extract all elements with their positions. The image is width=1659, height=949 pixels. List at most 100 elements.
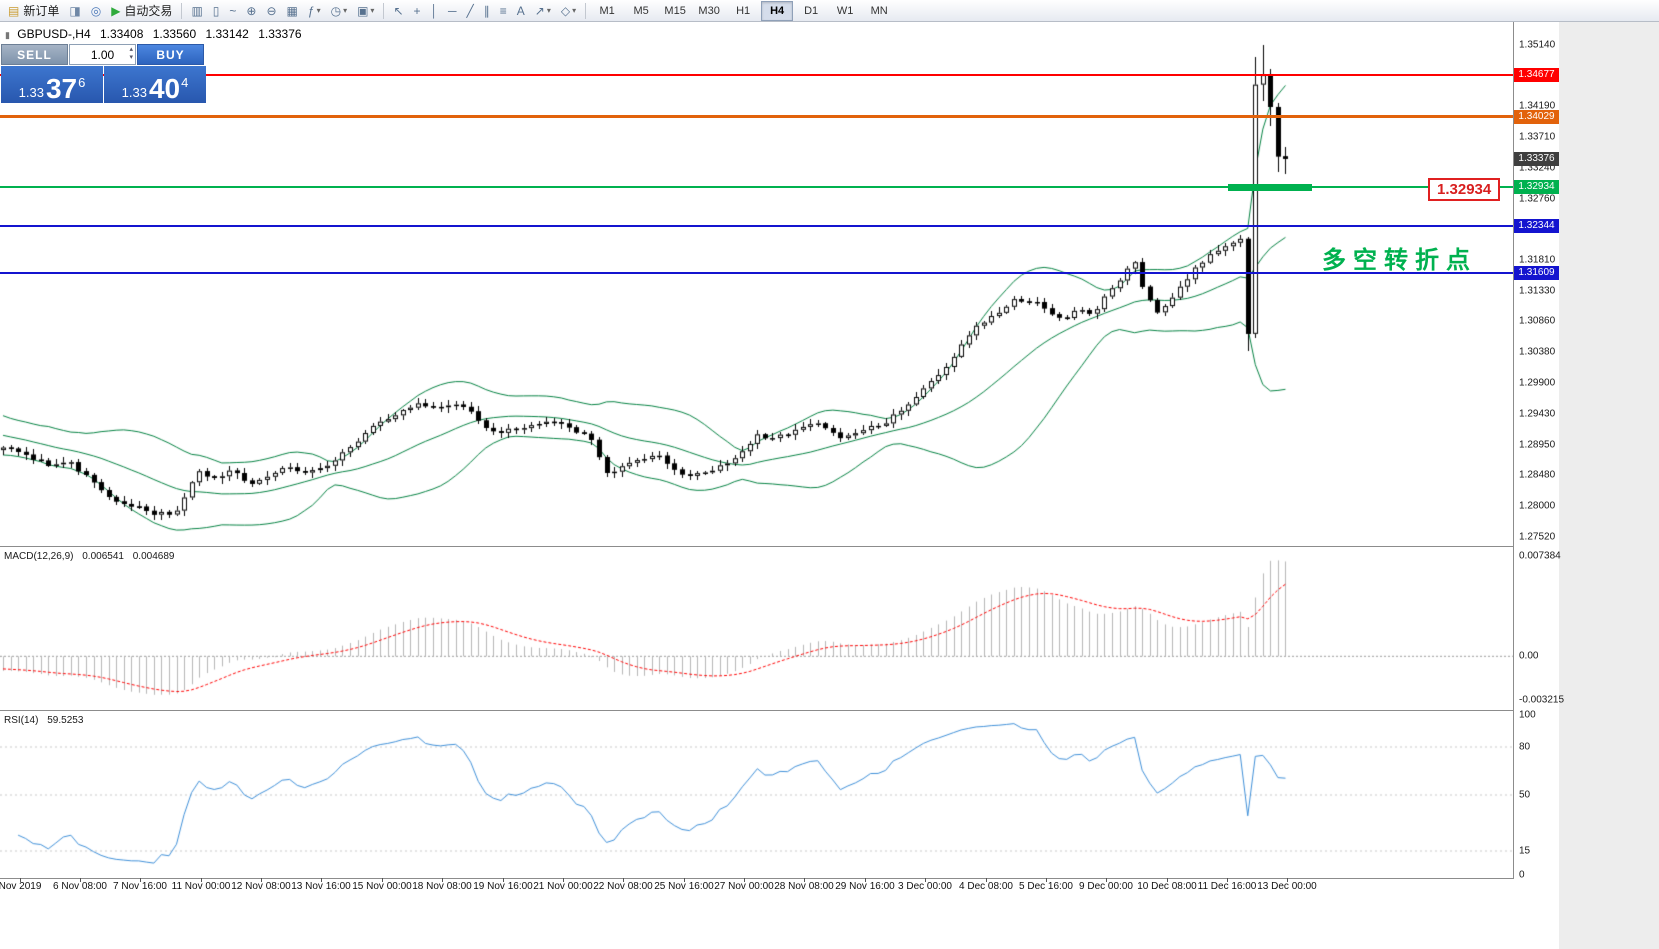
price-axis-label: 1.28950: [1519, 439, 1556, 451]
price-axis-label: 1.31330: [1519, 285, 1556, 297]
macd-axis-label: -0.003215: [1519, 694, 1565, 706]
shapes-tool-caret[interactable]: ▾: [572, 6, 577, 15]
volume-input[interactable]: [79, 47, 126, 62]
hline-blue-lower-price-tag: 1.31609: [1514, 265, 1559, 280]
timeframe-mn[interactable]: MN: [870, 4, 888, 17]
time-axis-label: 4 Dec 08:00: [959, 881, 1013, 892]
hline-red[interactable]: [0, 73, 1513, 76]
trendline-tool-button[interactable]: ╱: [463, 0, 478, 21]
timeframe-m1[interactable]: M1: [599, 4, 615, 17]
price-axis-label: 1.33710: [1519, 131, 1556, 143]
price-axis-label: 1.30860: [1519, 315, 1556, 327]
time-axis-tick: [80, 878, 81, 882]
rsi-value: 59.5253: [47, 715, 84, 726]
rsi-axis-label: 80: [1519, 741, 1531, 753]
volume-spinner[interactable]: ▴ ▾: [129, 46, 133, 62]
timeframe-m5[interactable]: M5: [633, 4, 649, 17]
alerts-icon: ◎: [90, 3, 102, 18]
bull-bear-turning-point-annotation[interactable]: 多空转折点: [1322, 247, 1477, 274]
price-axis-label: 1.27520: [1519, 531, 1556, 543]
time-axis-label: 27 Nov 00:00: [714, 881, 774, 892]
horizontal-line-tool-button[interactable]: ─: [444, 0, 461, 21]
time-axis-tick: [804, 878, 805, 882]
time-axis-tick: [201, 878, 202, 882]
vertical-line-tool-button[interactable]: │: [427, 0, 443, 21]
price-axis-label: 1.28000: [1519, 500, 1556, 512]
arrows-tool-button[interactable]: ↗ ▾: [531, 0, 555, 21]
macd-panel-canvas[interactable]: [0, 548, 1513, 710]
timeframe-w1[interactable]: W1: [836, 4, 854, 17]
templates-caret[interactable]: ▾: [370, 6, 375, 15]
indicators-caret[interactable]: ▾: [316, 6, 321, 15]
chart-profile-button[interactable]: ◨: [65, 0, 84, 21]
channel-tool-button[interactable]: ∥: [480, 0, 494, 21]
line-chart-mode-button[interactable]: ~: [225, 0, 240, 21]
main-chart-canvas[interactable]: [0, 22, 1513, 546]
one-click-trading-panel: SELL ▴ ▾ BUY 1.33 37 6 1.33 40 4: [1, 44, 206, 103]
hline-green[interactable]: [0, 186, 1513, 189]
hline-orange[interactable]: [0, 115, 1513, 119]
current-price-tag: 1.33376: [1514, 151, 1559, 166]
buy-price-big: 40: [148, 73, 181, 105]
time-axis-tick: [261, 878, 262, 882]
sell-price-big: 37: [45, 73, 78, 105]
indicators-button[interactable]: ƒ ▾: [304, 0, 325, 21]
zoom-out-button[interactable]: ⊖: [262, 0, 280, 21]
shapes-tool-button[interactable]: ◇ ▾: [557, 0, 580, 21]
price-callout-1.32934[interactable]: 1.32934: [1428, 178, 1501, 201]
text-tool-button[interactable]: A: [513, 0, 529, 21]
price-axis-border: [1513, 22, 1514, 879]
timeframe-h1[interactable]: H1: [736, 4, 751, 17]
price-axis-label: 1.28480: [1519, 469, 1556, 481]
tile-windows-button[interactable]: ▦: [283, 0, 302, 21]
time-axis-tick: [140, 878, 141, 882]
new-order-label: 新订单: [23, 4, 60, 18]
hline-blue-lower[interactable]: [0, 271, 1513, 274]
rsi-axis-label: 0: [1519, 869, 1525, 881]
chart-symbol-period: GBPUSD-,H4: [17, 27, 91, 41]
hline-blue-upper[interactable]: [0, 224, 1513, 227]
time-axis-label: 6 Nov 08:00: [53, 881, 107, 892]
toolbar-separator: [383, 2, 385, 19]
timeframe-m30[interactable]: M30: [698, 4, 720, 17]
zoom-in-button[interactable]: ⊕: [242, 0, 260, 21]
templates-button[interactable]: ▣ ▾: [353, 0, 378, 21]
new-order-button[interactable]: ▤ 新订单: [4, 0, 63, 21]
periods-caret[interactable]: ▾: [343, 6, 348, 15]
timeframe-h4[interactable]: H4: [761, 0, 794, 21]
time-axis-label: 5 Dec 16:00: [1019, 881, 1073, 892]
bar-chart-mode-button[interactable]: ▥: [187, 0, 206, 21]
hline-red-price-tag: 1.34677: [1514, 67, 1559, 82]
periods-button[interactable]: ◷ ▾: [327, 0, 352, 21]
buy-button[interactable]: BUY: [137, 44, 204, 65]
main-macd-separator[interactable]: [0, 546, 1513, 547]
hline-green-thick-segment[interactable]: [1228, 183, 1312, 191]
buy-price-prefix: 1.33: [121, 85, 147, 101]
horizontal-line-tool-icon: ─: [448, 3, 457, 18]
arrows-tool-caret[interactable]: ▾: [546, 6, 551, 15]
time-axis-label: 29 Nov 16:00: [835, 881, 895, 892]
volume-down-icon[interactable]: ▾: [129, 54, 133, 61]
channel-tool-icon: ∥: [483, 3, 490, 18]
macd-rsi-separator[interactable]: [0, 710, 1513, 711]
crosshair-tool-button[interactable]: +: [410, 0, 425, 21]
sell-price-box[interactable]: 1.33 37 6: [1, 66, 103, 103]
time-axis-tick: [503, 878, 504, 882]
chart-close: 1.33376: [258, 27, 302, 41]
buy-price-box[interactable]: 1.33 40 4: [104, 66, 206, 103]
alerts-button[interactable]: ◎: [87, 0, 105, 21]
volume-up-icon[interactable]: ▴: [129, 46, 133, 53]
sell-button[interactable]: SELL: [1, 44, 68, 65]
periods-icon: ◷: [330, 3, 342, 18]
hline-orange-price-tag: 1.34029: [1514, 109, 1559, 124]
timeframe-m15[interactable]: M15: [664, 4, 686, 17]
autotrading-button[interactable]: ▶ 自动交易: [107, 0, 176, 21]
cursor-tool-button[interactable]: ↖: [389, 0, 407, 21]
candle-chart-mode-button[interactable]: ▯: [209, 0, 224, 21]
time-axis-line: [0, 878, 1513, 879]
time-axis-tick: [1287, 878, 1288, 882]
timeframe-d1[interactable]: D1: [804, 4, 819, 17]
macd-value-signal: 0.004689: [132, 551, 175, 562]
rsi-panel-canvas[interactable]: [0, 712, 1513, 878]
fibonacci-tool-button[interactable]: ≡: [496, 0, 511, 21]
